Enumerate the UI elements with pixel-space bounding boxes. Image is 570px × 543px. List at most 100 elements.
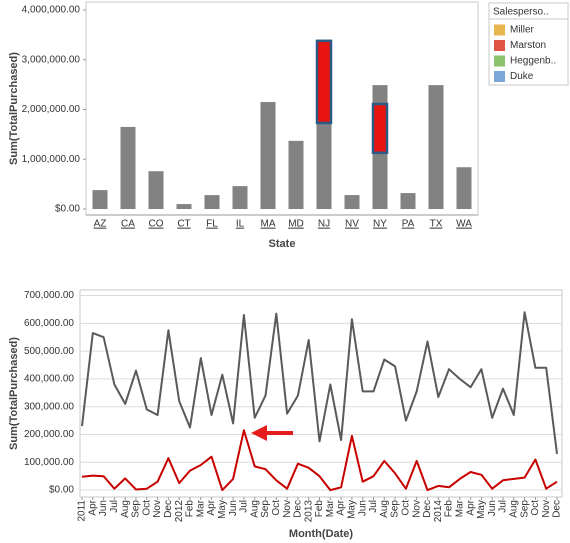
x-tick-label: Mar — [454, 499, 465, 517]
highlight-bar — [371, 102, 389, 155]
highlight-bar — [315, 39, 333, 125]
x-tick-label: Nov — [541, 500, 552, 518]
y-axis-title: Sum(TotalPurchased) — [8, 52, 20, 165]
y-tick-label: 400,000.00 — [24, 374, 74, 385]
x-tick-label: Dec — [552, 500, 563, 518]
bar — [400, 193, 416, 210]
x-tick-label: 2014 — [433, 500, 444, 523]
y-axis-title: Sum(TotalPurchased) — [8, 337, 20, 450]
bar — [148, 171, 164, 210]
x-tick-label: 2011 — [77, 500, 88, 522]
x-tick-label: NY — [373, 219, 387, 230]
x-tick-label: Feb — [444, 500, 455, 518]
legend-label: Miller — [510, 25, 535, 36]
y-tick-label: 300,000.00 — [24, 401, 74, 412]
x-tick-label: Dec — [163, 500, 174, 518]
bar — [176, 204, 192, 210]
y-tick-label: $0.00 — [55, 204, 80, 215]
x-tick-label: Oct — [271, 500, 282, 516]
x-tick-label: Apr — [87, 499, 98, 515]
x-tick-label: Oct — [401, 500, 412, 516]
x-tick-label: WA — [456, 219, 472, 230]
y-tick-label: 100,000.00 — [24, 457, 74, 468]
x-tick-label: 2013 — [303, 500, 314, 523]
x-tick-label: Oct — [141, 500, 152, 516]
bar — [120, 126, 136, 210]
plot-frame — [79, 289, 563, 498]
bar — [204, 195, 220, 210]
x-tick-label: CA — [121, 219, 135, 230]
legend-swatch — [494, 71, 505, 82]
y-tick-label: $0.00 — [49, 485, 74, 496]
x-axis-title: State — [269, 238, 296, 250]
bar — [428, 85, 444, 210]
x-tick-label: Apr — [465, 499, 476, 515]
x-tick-label: Aug — [379, 500, 390, 518]
y-tick-label: 4,000,000.00 — [22, 5, 81, 16]
x-tick-label: 2012 — [174, 500, 185, 523]
x-tick-label: PA — [402, 219, 415, 230]
x-tick-label: Sep — [519, 500, 530, 518]
x-tick-label: CO — [149, 219, 164, 230]
bar — [232, 186, 248, 210]
x-tick-label: Aug — [249, 500, 260, 518]
bar — [288, 140, 304, 210]
bar — [92, 190, 108, 210]
bar — [316, 122, 332, 210]
x-tick-label: Jun — [487, 500, 498, 516]
x-tick-label: Jun — [357, 500, 368, 516]
legend-label: Heggenb.. — [510, 56, 556, 67]
x-tick-label: IL — [236, 219, 245, 230]
y-tick-label: 200,000.00 — [24, 429, 74, 440]
y-tick-label: 3,000,000.00 — [22, 54, 81, 65]
x-tick-label: Mar — [325, 499, 336, 517]
x-axis-title: Month(Date) — [289, 528, 353, 540]
x-tick-label: Jul — [109, 500, 120, 513]
legend-swatch — [494, 55, 505, 67]
legend-title: Salesperso.. — [493, 7, 549, 18]
x-tick-label: Sep — [390, 500, 401, 518]
x-tick-label: Apr — [206, 499, 217, 515]
x-tick-label: Dec — [422, 500, 433, 518]
x-tick-label: Jul — [498, 500, 509, 513]
plot-frame — [85, 1, 479, 216]
x-tick-label: Dec — [293, 500, 304, 518]
legend-label: Marston — [510, 40, 546, 51]
x-tick-label: Feb — [314, 500, 325, 518]
x-tick-label: May — [217, 500, 228, 519]
bar — [456, 167, 472, 210]
x-tick-label: FL — [206, 219, 218, 230]
x-tick-label: Nov — [152, 500, 163, 518]
x-tick-label: CT — [177, 219, 190, 230]
x-tick-label: Aug — [120, 500, 131, 518]
x-tick-label: Mar — [195, 499, 206, 517]
series-line — [81, 429, 558, 492]
y-tick-label: 700,000.00 — [24, 290, 74, 301]
x-tick-label: NV — [345, 219, 359, 230]
x-tick-label: Sep — [131, 500, 142, 518]
y-tick-label: 2,000,000.00 — [22, 104, 81, 115]
x-tick-label: AZ — [94, 219, 107, 230]
series-line — [81, 311, 558, 455]
x-tick-label: Jul — [368, 500, 379, 513]
y-tick-label: 500,000.00 — [24, 346, 74, 357]
legend-swatch — [494, 24, 505, 36]
annotation-arrow — [251, 425, 293, 441]
x-tick-label: Jun — [98, 500, 109, 516]
x-tick-label: MA — [261, 219, 276, 230]
x-tick-label: Feb — [185, 500, 196, 518]
legend-swatch — [494, 40, 505, 51]
y-tick-label: 600,000.00 — [24, 318, 74, 329]
x-tick-label: Nov — [282, 500, 293, 518]
x-tick-label: NJ — [318, 219, 330, 230]
legend-label: Duke — [510, 71, 534, 82]
x-tick-label: Jul — [239, 500, 250, 513]
x-tick-label: Oct — [530, 500, 541, 516]
x-tick-label: Apr — [336, 499, 347, 515]
x-tick-label: May — [476, 500, 487, 519]
x-tick-label: Jun — [228, 500, 239, 516]
bar — [260, 102, 276, 210]
y-tick-label: 1,000,000.00 — [22, 154, 81, 165]
x-tick-label: Sep — [260, 500, 271, 518]
